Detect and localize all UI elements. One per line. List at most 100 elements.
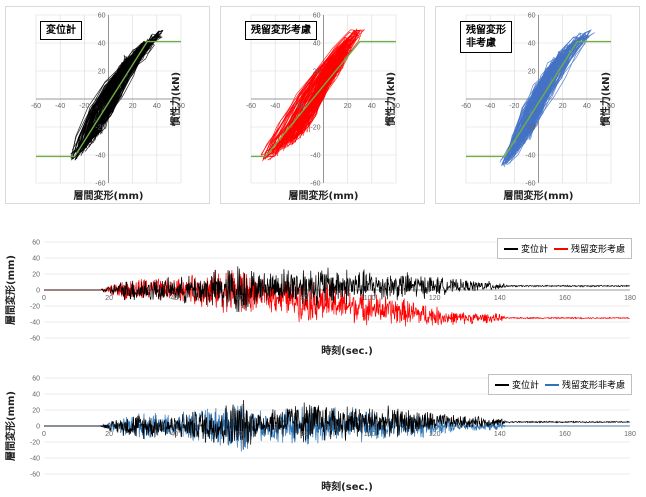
x-tick-label: 80 <box>301 295 309 302</box>
x-tick-label: 0 <box>42 431 46 438</box>
hysteresis-plot: -60 -40 -20 20 40 60604020-20-40-60層間変形(mm)慣性… <box>31 13 185 203</box>
x-tick-label: 60 <box>235 431 243 438</box>
y-tick-label: -20 <box>525 125 535 132</box>
y-axis-title: 慣性力(kN) <box>599 72 612 127</box>
y-axis-title: 慣性力(kN) <box>169 72 182 127</box>
x-tick-label: 180 <box>624 431 636 438</box>
x-tick-label: 0 <box>42 295 46 302</box>
y-tick-label: 20 <box>528 69 536 76</box>
y-tick-label: 60 <box>528 13 536 20</box>
x-tick-label: 20 <box>559 103 567 110</box>
x-axis-title: 時刻(sec.) <box>321 480 373 493</box>
y-axis-title: 層間変形(mm) <box>4 391 17 461</box>
y-tick-label: 60 <box>32 376 40 383</box>
y-tick-label: 40 <box>98 41 106 48</box>
y-tick-label: -60 <box>30 336 40 343</box>
y-tick-label: -20 <box>95 125 105 132</box>
x-tick-label: 20 <box>105 295 113 302</box>
y-tick-label: -20 <box>30 304 40 311</box>
y-axis-title: 層間変形(mm) <box>4 255 17 325</box>
series-line <box>44 404 630 452</box>
hysteresis-loop <box>288 50 338 136</box>
y-tick-label: -60 <box>95 181 105 188</box>
x-tick-label: -20 <box>509 103 519 110</box>
x-tick-label: 160 <box>559 431 571 438</box>
x-tick-label: 140 <box>494 295 506 302</box>
x-tick-label: 20 <box>105 431 113 438</box>
x-tick-label: 20 <box>344 103 352 110</box>
x-tick-label: -20 <box>294 103 304 110</box>
hysteresis-plot: -60 -40 -20 20 40 60604020-20-40-60層間変形(mm)慣性… <box>246 13 400 203</box>
x-axis-title: 時刻(sec.) <box>321 344 373 357</box>
y-tick-label: 0 <box>36 288 40 295</box>
x-tick-label: 40 <box>368 103 376 110</box>
legend-item: 残留変形非考慮 <box>544 378 625 391</box>
x-tick-label: 40 <box>583 103 591 110</box>
y-tick-label: -60 <box>525 181 535 188</box>
x-tick-label: 60 <box>607 103 615 110</box>
chart-title: 残留変形 非考慮 <box>460 21 512 53</box>
hysteresis-chart-residual-not-considered: -60 -40 -20 20 40 60 60 40 20 -20 -40 -60 層間変形(mm) 慣性… <box>435 6 640 204</box>
y-tick-label: 20 <box>32 272 40 279</box>
hysteresis-loop <box>81 40 153 153</box>
x-tick-label: -40 <box>270 103 280 110</box>
x-axis-title: 層間変形(mm) <box>504 189 574 202</box>
legend-item: 変位計 <box>503 242 548 255</box>
y-tick-label: 60 <box>32 240 40 247</box>
x-tick-label: 40 <box>170 431 178 438</box>
y-tick-label: 60 <box>313 13 321 20</box>
hysteresis-chart-residual-considered: -60 -40 -20 20 40 60 60 40 20 -20 -40 -60 層間変形(mm) 慣性… <box>220 6 425 204</box>
hysteresis-loop <box>307 64 334 133</box>
legend-label: 変位計 <box>520 245 548 255</box>
hysteresis-envelope <box>262 29 361 160</box>
y-tick-label: 20 <box>313 69 321 76</box>
y-tick-label: 20 <box>32 408 40 415</box>
y-tick-label: 40 <box>313 41 321 48</box>
y-tick-label: -40 <box>30 320 40 327</box>
x-tick-label: -60 <box>461 103 471 110</box>
y-tick-label: -60 <box>30 472 40 479</box>
hysteresis-plot: -60 -40 -20 20 40 60604020-20-40-60層間変形(mm)慣性… <box>461 13 615 203</box>
y-tick-label: -20 <box>310 125 320 132</box>
x-tick-label: 160 <box>559 295 571 302</box>
x-tick-label: -60 <box>246 103 256 110</box>
y-tick-label: -20 <box>30 440 40 447</box>
chart-title: 変位計 <box>40 21 82 40</box>
y-tick-label: 0 <box>36 424 40 431</box>
hysteresis-chart-displacement-meter: -60 -40 -20 20 40 60 60 40 20 -20 -40 -60 層間変形(mm) 慣性… <box>5 6 210 204</box>
hysteresis-loop <box>270 31 357 157</box>
x-tick-label: 140 <box>494 431 506 438</box>
skeleton-line <box>251 40 396 158</box>
x-tick-label: 40 <box>170 295 178 302</box>
chart-legend: 変位計 残留変形非考慮 <box>487 374 632 395</box>
hysteresis-loop <box>90 58 127 133</box>
chart-title: 残留変形考慮 <box>245 21 317 40</box>
hysteresis-loop <box>503 36 584 164</box>
x-tick-label: 20 <box>129 103 137 110</box>
x-tick-label: -20 <box>79 103 89 110</box>
x-tick-label: 80 <box>301 431 309 438</box>
x-tick-label: 120 <box>429 431 441 438</box>
y-tick-label: 60 <box>98 13 106 20</box>
x-tick-label: 180 <box>624 295 636 302</box>
x-tick-label: 60 <box>235 295 243 302</box>
x-axis-title: 層間変形(mm) <box>74 189 144 202</box>
series-line <box>44 399 630 450</box>
hysteresis-loop <box>76 30 159 159</box>
x-tick-label: 40 <box>153 103 161 110</box>
series-line <box>44 266 630 313</box>
y-tick-label: 40 <box>32 392 40 399</box>
legend-item: 変位計 <box>494 378 539 391</box>
legend-label: 残留変形非考慮 <box>561 381 625 391</box>
chart-legend: 変位計 残留変形考慮 <box>496 238 632 259</box>
hysteresis-envelope <box>501 29 592 166</box>
y-tick-label: 40 <box>32 256 40 263</box>
x-tick-label: 60 <box>177 103 185 110</box>
legend-label: 変位計 <box>511 381 539 391</box>
time-series-chart-residual-not-considered: 60 40 20 0 -20 -40 -60 0 20 40 60 80 100 120 140 160 180… <box>0 368 646 497</box>
x-tick-label: -60 <box>31 103 41 110</box>
x-tick-label: -40 <box>485 103 495 110</box>
legend-item: 残留変形考慮 <box>553 242 625 255</box>
legend-label: 残留変形考慮 <box>570 245 625 255</box>
